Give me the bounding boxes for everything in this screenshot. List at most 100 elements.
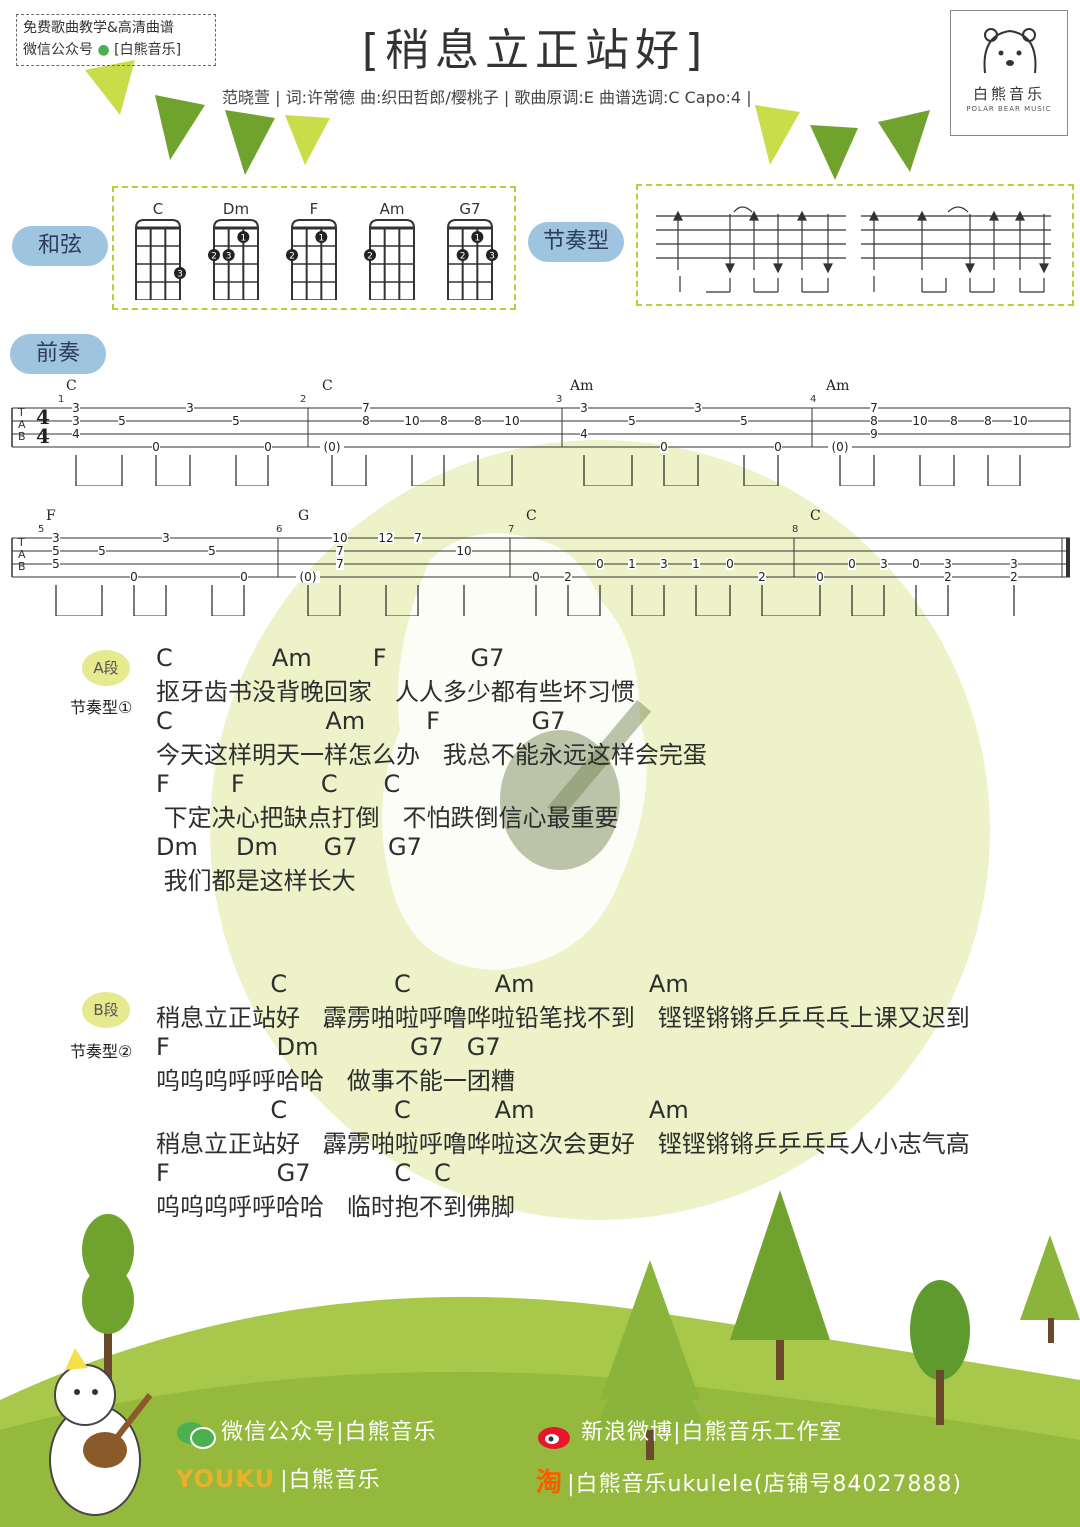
tab-number: (0) — [300, 570, 317, 584]
chord-line: F Dm G7 G7 — [156, 1033, 970, 1061]
measure-number: 8 — [792, 524, 798, 535]
footer-wechat[interactable]: 微信公众号|白熊音乐 — [176, 1414, 437, 1450]
section-b-badge: B段 — [82, 992, 130, 1028]
tab-number: 0 — [264, 440, 272, 454]
lyric-line: 下定决心把缺点打倒 不怕跌倒信心最重要 — [156, 798, 707, 833]
tab-number: 8 — [474, 414, 482, 428]
chord-line: C Am F G7 — [156, 644, 707, 672]
section-a-lines: C Am F G7 抠牙齿书没背晚回家 人人多少都有些坏习惯 C Am F G7… — [156, 644, 707, 896]
tab-number: 0 — [774, 440, 782, 454]
chord-line: F F C C — [156, 770, 707, 798]
footer-youku[interactable]: YOUKU |白熊音乐 — [176, 1462, 381, 1494]
footer-taobao-text: |白熊音乐ukulele(店铺号84027888) — [567, 1472, 962, 1497]
tab-number: 2 — [1010, 570, 1018, 584]
measure-number: 5 — [38, 524, 44, 535]
chord-grid: 213 — [440, 218, 500, 300]
chord-name: Dm — [206, 200, 266, 218]
footer-wechat-text: 微信公众号|白熊音乐 — [221, 1420, 436, 1445]
finger-number: 2 — [211, 252, 217, 262]
tab-number: 1 — [692, 557, 700, 571]
tab-number: 7 — [336, 557, 344, 571]
footer-weibo[interactable]: 新浪微博|白熊音乐工作室 — [536, 1414, 843, 1450]
tab-chord-label: G — [298, 508, 309, 524]
chord-grid: 3 — [128, 218, 188, 300]
tab-number: 8 — [984, 414, 992, 428]
section-b-rhythm: 节奏型② — [70, 1038, 132, 1062]
tab-number: 3 — [694, 401, 702, 415]
chord-line: C C Am Am — [156, 1096, 970, 1124]
chord-diagram: G7 2 1 3 — [440, 200, 500, 304]
tab-number: 0 — [596, 557, 604, 571]
tab-number: 5 — [52, 557, 60, 571]
tab-number: 5 — [98, 544, 106, 558]
section-a-badge: A段 — [82, 650, 130, 686]
tab-number: 7 — [870, 401, 878, 415]
tab-number: 0 — [240, 570, 248, 584]
tab-number: 5 — [740, 414, 748, 428]
tab-number: 0 — [130, 570, 138, 584]
section-b-lines: C C Am Am 稍息立正站好 霹雳啪啦呼噜哗啦铅笔找不到 铿铿锵锵乒乒乓乓上… — [156, 970, 970, 1222]
tab-number: 3 — [52, 531, 60, 545]
tab-number: 2 — [564, 570, 572, 584]
measure-number: 4 — [810, 394, 816, 405]
tab-number: 0 — [152, 440, 160, 454]
chord-grid: 2 — [362, 218, 422, 300]
footer-taobao[interactable]: 淘 |白熊音乐ukulele(店铺号84027888) — [536, 1462, 962, 1499]
tab-clef-letter: B — [18, 560, 26, 573]
tab-number: 7 — [362, 401, 370, 415]
promo-box: 免费歌曲教学&高清曲谱 微信公众号 ● [白熊音乐] — [16, 14, 216, 66]
tab-number: 5 — [628, 414, 636, 428]
finger-number: 2 — [367, 252, 373, 262]
tab-row-2: TAB5 6 7 8F G C C35550350 (0)107712 7100 20 1 3 1 02 0… — [0, 506, 1080, 616]
chord-diagram: C3 — [128, 200, 188, 304]
tab-number: 2 — [758, 570, 766, 584]
chord-grid: 21 — [284, 218, 344, 300]
lyric-line: 呜呜呜呼呼哈哈 临时抱不到佛脚 — [156, 1187, 970, 1222]
measure-number: 6 — [276, 524, 282, 535]
tab-clef-letter: B — [18, 430, 26, 443]
tab-number: 3 — [72, 414, 80, 428]
footer-weibo-text: 新浪微博|白熊音乐工作室 — [581, 1420, 842, 1445]
tab-chord-label: Am — [569, 378, 593, 394]
logo-box: 白熊音乐 POLAR BEAR MUSIC — [950, 10, 1068, 136]
tab-number: (0) — [324, 440, 341, 454]
finger-number: 3 — [226, 252, 232, 262]
tab-number: 0 — [660, 440, 668, 454]
lyric-line: 今天这样明天一样怎么办 我总不能永远这样会完蛋 — [156, 735, 707, 770]
tab-number: 5 — [208, 544, 216, 558]
lyric-line: 稍息立正站好 霹雳啪啦呼噜哗啦铅笔找不到 铿铿锵锵乒乒乓乓上课又迟到 — [156, 998, 970, 1033]
tab-number: 0 — [532, 570, 540, 584]
tab-number: 3 — [660, 557, 668, 571]
chord-line: Dm Dm G7 G7 — [156, 833, 707, 861]
tab-number: 8 — [950, 414, 958, 428]
measure-number: 2 — [300, 394, 306, 405]
tab-number: 3 — [72, 401, 80, 415]
taobao-icon: 淘 — [536, 1468, 562, 1498]
wechat-icon: ● — [97, 42, 109, 58]
tab-number: 3 — [880, 557, 888, 571]
tab-number: 8 — [440, 414, 448, 428]
chord-grid: 2 31 — [206, 218, 266, 300]
tab-row-1: TAB441234CCAmAm33450350(0)78108810354503… — [0, 376, 1080, 486]
weibo-icon — [536, 1420, 576, 1450]
tab-number: 3 — [186, 401, 194, 415]
tab-number: 8 — [870, 414, 878, 428]
chord-name: G7 — [440, 200, 500, 218]
tab-number: 1 — [628, 557, 636, 571]
tab-number: 3 — [944, 557, 952, 571]
section-a-rhythm: 节奏型① — [70, 694, 132, 718]
lyric-line: 稍息立正站好 霹雳啪啦呼噜哗啦这次会更好 铿铿锵锵乒乒乓乓人小志气高 — [156, 1124, 970, 1159]
rhythm-label-bubble: 节奏型 — [528, 222, 624, 262]
bunting-right — [755, 105, 930, 180]
intro-label-bubble: 前奏 — [10, 334, 106, 374]
promo-line-2: 微信公众号 — [23, 42, 93, 58]
tab-number: 10 — [332, 531, 347, 545]
chord-line: F G7 C C — [156, 1159, 970, 1187]
tab-chord-label: C — [66, 378, 77, 394]
footer-youku-text: |白熊音乐 — [280, 1468, 380, 1493]
time-signature: 4 — [36, 424, 50, 448]
song-title: [稍息立正站好] — [320, 14, 750, 78]
tab-chord-label: Am — [825, 378, 849, 394]
tab-number: 0 — [848, 557, 856, 571]
finger-number: 1 — [474, 234, 480, 244]
